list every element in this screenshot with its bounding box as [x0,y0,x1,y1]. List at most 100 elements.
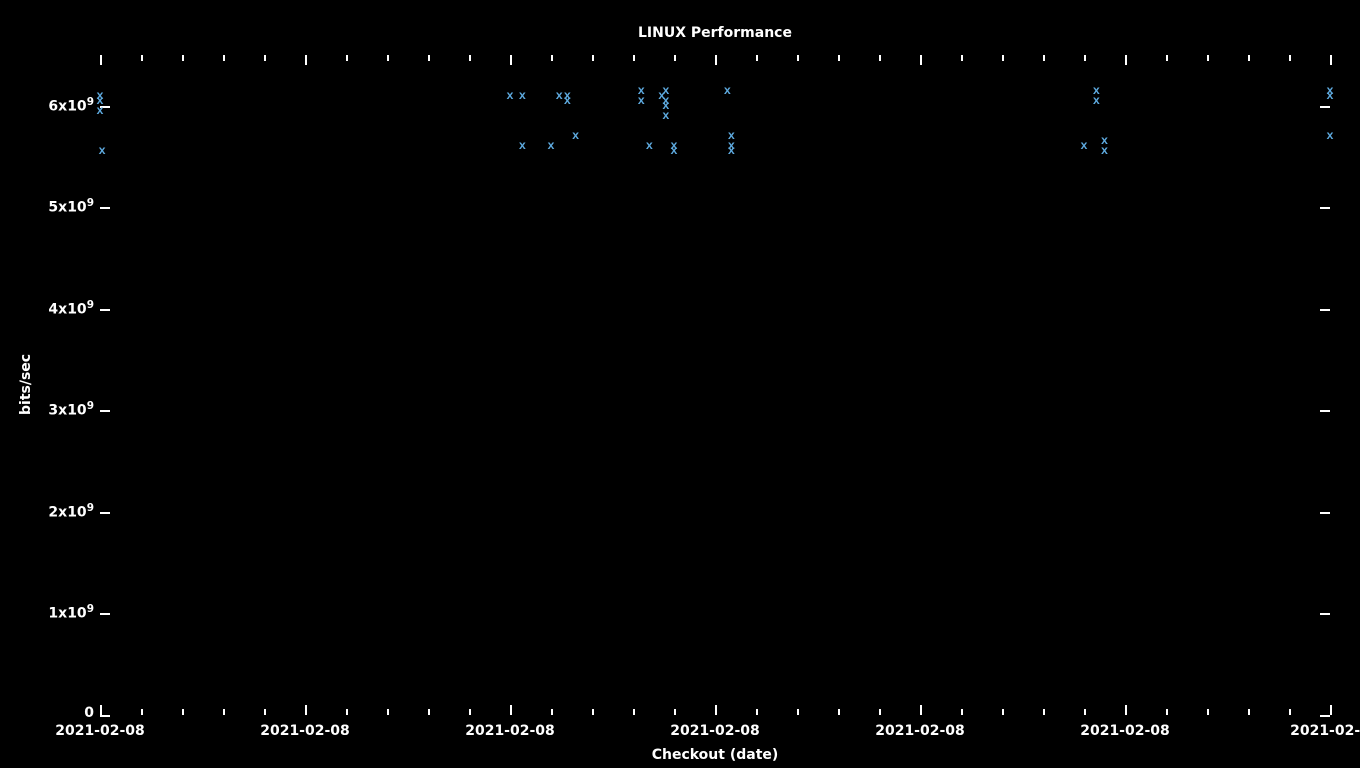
x-minor-tick [387,709,389,715]
x-tick [100,705,102,715]
data-point: x [556,90,563,102]
x-minor-tick [879,55,881,61]
x-minor-tick [756,55,758,61]
x-minor-tick [428,55,430,61]
data-point: x [1326,130,1333,142]
x-minor-tick [1084,55,1086,61]
x-tick [1330,705,1332,715]
x-minor-tick [264,55,266,61]
y-tick [100,207,110,209]
x-minor-tick [838,55,840,61]
y-tick [1320,512,1330,514]
x-tick-label: 2021-02-08 [260,723,350,739]
y-tick [100,309,110,311]
x-minor-tick [1207,55,1209,61]
plot-area [100,55,1330,715]
x-minor-tick [797,55,799,61]
x-minor-tick [182,709,184,715]
data-point: x [547,140,554,152]
y-tick [100,715,110,717]
data-point: x [564,95,571,107]
data-point: x [98,145,105,157]
x-tick-label: 2021-02-0 [1290,723,1360,739]
x-tick-label: 2021-02-08 [670,723,760,739]
x-minor-tick [797,709,799,715]
x-tick [1125,55,1127,65]
data-point: x [506,90,513,102]
x-minor-tick [1002,55,1004,61]
y-tick-label: 1x109 [48,603,94,622]
x-tick [920,705,922,715]
y-tick-label: 3x109 [48,400,94,419]
data-point: x [519,140,526,152]
x-minor-tick [182,55,184,61]
x-minor-tick [223,55,225,61]
data-point: x [728,145,735,157]
data-point: x [638,95,645,107]
x-tick [1330,55,1332,65]
x-minor-tick [346,709,348,715]
data-point: x [662,110,669,122]
x-minor-tick [1043,709,1045,715]
y-tick [100,512,110,514]
x-minor-tick [551,55,553,61]
x-minor-tick [674,709,676,715]
y-tick [1320,715,1330,717]
y-tick-label: 5x109 [48,197,94,216]
y-tick [100,410,110,412]
linux-performance-chart: LINUX Performance bits/sec Checkout (dat… [0,0,1360,768]
x-tick-label: 2021-02-08 [465,723,555,739]
x-minor-tick [141,55,143,61]
x-tick [920,55,922,65]
x-minor-tick [674,55,676,61]
data-point: x [96,105,103,117]
x-tick [100,55,102,65]
x-minor-tick [469,55,471,61]
y-tick [1320,106,1330,108]
x-minor-tick [1166,709,1168,715]
y-tick [1320,309,1330,311]
x-tick [715,705,717,715]
y-axis-label: bits/sec [18,354,34,415]
y-tick-label: 4x109 [48,299,94,318]
x-minor-tick [756,709,758,715]
x-axis-label: Checkout (date) [100,747,1330,763]
x-minor-tick [428,709,430,715]
x-minor-tick [838,709,840,715]
x-minor-tick [469,709,471,715]
data-point: x [519,90,526,102]
data-point: x [1080,140,1087,152]
x-tick [305,705,307,715]
x-minor-tick [551,709,553,715]
x-minor-tick [1002,709,1004,715]
x-minor-tick [1248,55,1250,61]
x-tick-label: 2021-02-08 [55,723,145,739]
x-minor-tick [592,709,594,715]
x-tick [510,705,512,715]
x-minor-tick [1207,709,1209,715]
x-minor-tick [879,709,881,715]
x-minor-tick [1166,55,1168,61]
y-tick [100,613,110,615]
x-minor-tick [961,709,963,715]
x-minor-tick [346,55,348,61]
x-minor-tick [223,709,225,715]
x-minor-tick [633,709,635,715]
x-minor-tick [387,55,389,61]
y-tick-label: 0 [84,705,94,721]
x-minor-tick [1248,709,1250,715]
x-minor-tick [961,55,963,61]
x-tick [1125,705,1127,715]
x-tick-label: 2021-02-08 [875,723,965,739]
x-tick [305,55,307,65]
y-tick [1320,410,1330,412]
x-minor-tick [1289,55,1291,61]
data-point: x [670,145,677,157]
y-tick [1320,207,1330,209]
y-tick-label: 2x109 [48,502,94,521]
x-minor-tick [633,55,635,61]
data-point: x [646,140,653,152]
x-minor-tick [141,709,143,715]
x-minor-tick [1084,709,1086,715]
chart-title: LINUX Performance [100,25,1330,41]
